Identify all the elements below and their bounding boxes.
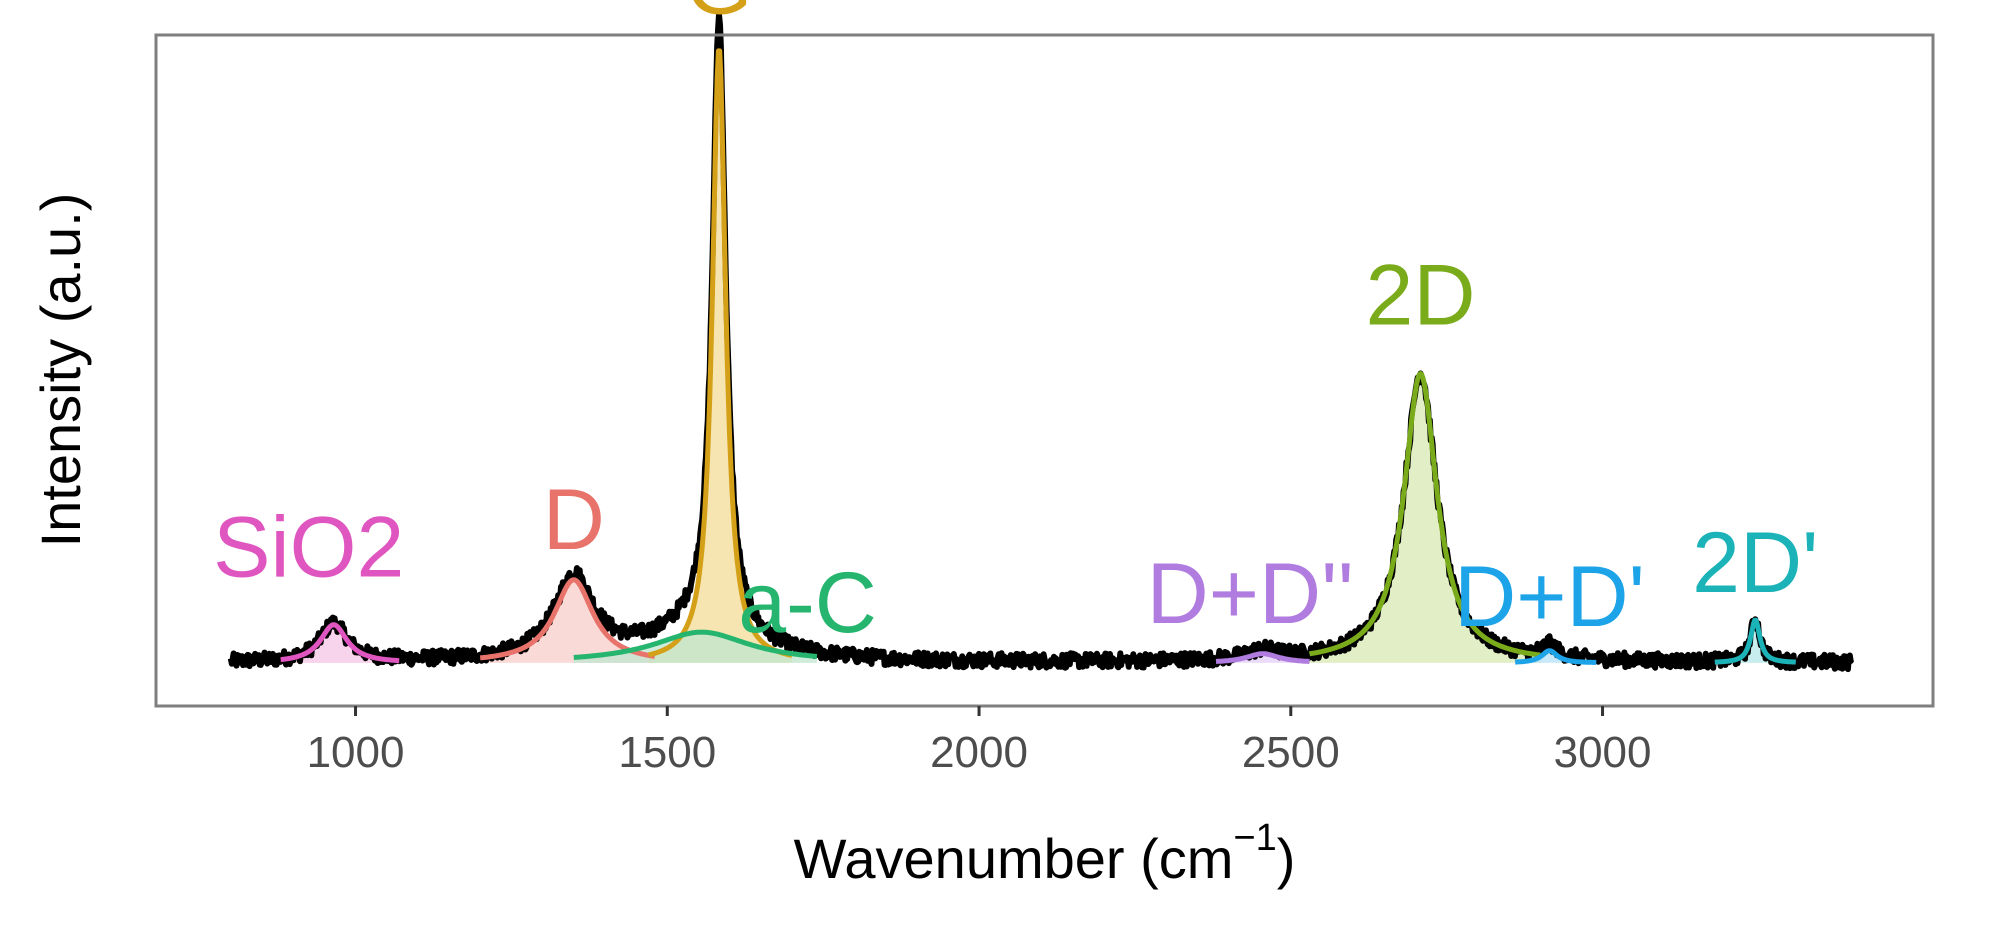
x-tick-label-3: 2500 bbox=[1242, 728, 1340, 777]
x-axis-title-main: Wavenumber (cm bbox=[794, 827, 1234, 890]
x-tick-label-1: 1500 bbox=[618, 728, 716, 777]
x-axis-title-sup: −1 bbox=[1233, 817, 1276, 859]
peak-label-7: 2D' bbox=[1692, 515, 1818, 611]
x-tick-label-2: 2000 bbox=[930, 728, 1028, 777]
peak-fill-3 bbox=[573, 632, 817, 663]
peak-label-2: G bbox=[686, 0, 753, 32]
x-tick-label-0: 1000 bbox=[307, 728, 405, 777]
peak-fill-2 bbox=[648, 50, 792, 663]
peak-fit-4 bbox=[1214, 651, 1311, 664]
peak-fit-3 bbox=[572, 629, 819, 660]
x-axis: 1000 1500 2000 2500 3000 bbox=[307, 706, 1652, 777]
peak-fit-5 bbox=[1308, 371, 1542, 658]
peak-labels: SiO2 D Ga-C D+D'' 2D D+D' 2D' bbox=[213, 0, 1818, 651]
x-axis-title-end: ) bbox=[1277, 827, 1296, 890]
peak-fits bbox=[279, 48, 1798, 665]
peak-fit-6 bbox=[1514, 648, 1598, 665]
peak-fit-2 bbox=[647, 48, 794, 658]
peak-label-6: D+D' bbox=[1454, 549, 1645, 645]
peak-fill-7 bbox=[1714, 620, 1796, 663]
x-tick-label-4: 3000 bbox=[1554, 728, 1652, 777]
peak-fit-0 bbox=[279, 622, 401, 664]
spectrum-layer bbox=[227, 11, 1855, 673]
y-axis-title: Intensity (a.u.) bbox=[29, 193, 92, 548]
peak-label-4: D+D'' bbox=[1147, 546, 1354, 642]
x-axis-title: Wavenumber (cm−1) bbox=[794, 817, 1296, 890]
peak-label-3: a-C bbox=[738, 555, 877, 651]
peak-label-0: SiO2 bbox=[213, 500, 404, 596]
peak-fit-1 bbox=[479, 577, 657, 661]
spectrum-line bbox=[227, 11, 1855, 673]
peak-fit-7 bbox=[1713, 617, 1798, 665]
peak-fill-5 bbox=[1309, 373, 1541, 663]
peak-label-5: 2D bbox=[1366, 247, 1476, 343]
plot-frame bbox=[154, 33, 1935, 708]
peak-label-1: D bbox=[543, 472, 605, 568]
